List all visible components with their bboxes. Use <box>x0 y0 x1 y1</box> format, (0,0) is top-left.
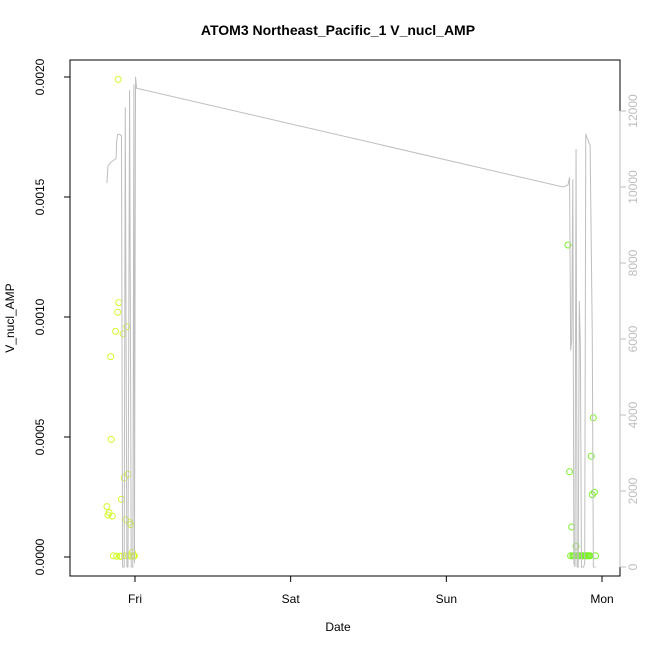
secondary-y-tick-label: 6000 <box>626 325 640 352</box>
secondary-y-tick-label: 0 <box>626 563 640 570</box>
x-tick-label: Sat <box>282 592 301 606</box>
data-point <box>112 327 120 335</box>
secondary-y-tick-label: 12000 <box>626 94 640 128</box>
y-tick-label: 0.0020 <box>33 58 47 95</box>
secondary-y-tick-label: 4000 <box>626 401 640 428</box>
secondary-y-tick-label: 2000 <box>626 477 640 504</box>
x-axis-label: Date <box>325 620 351 634</box>
x-tick-label: Sun <box>436 592 457 606</box>
data-point <box>589 414 597 422</box>
data-point <box>564 241 572 249</box>
x-tick-label: Fri <box>128 592 142 606</box>
data-point <box>114 75 122 83</box>
data-point <box>113 552 121 560</box>
data-point <box>587 452 595 460</box>
data-point <box>123 323 131 331</box>
secondary-y-axis: 0 2000 4000 6000 8000 10000 12000 <box>619 94 640 570</box>
data-point <box>109 552 117 560</box>
series-layer <box>103 75 600 568</box>
data-point <box>572 542 580 550</box>
y-tick-label: 0.0000 <box>33 538 47 575</box>
x-tick-label: Mon <box>590 592 613 606</box>
y-axis: 0.0000 0.0005 0.0010 0.0015 0.0020 <box>33 58 71 575</box>
y-tick-label: 0.0005 <box>33 418 47 455</box>
secondary-y-tick-label: 10000 <box>626 170 640 204</box>
data-point <box>108 512 116 520</box>
data-point <box>128 548 136 556</box>
data-point <box>103 503 111 511</box>
data-point <box>114 308 122 316</box>
x-axis: Fri Sat Sun Mon <box>128 575 614 606</box>
data-point <box>592 552 600 560</box>
data-point <box>107 353 115 361</box>
plot-frame <box>69 59 621 577</box>
chart-title: ATOM3 Northeast_Pacific_1 V_nucl_AMP <box>201 22 475 38</box>
data-point <box>566 468 574 476</box>
y-axis-label: V_nucl_AMP <box>3 283 17 352</box>
data-point <box>590 488 598 496</box>
data-point <box>117 495 125 503</box>
y-tick-label: 0.0015 <box>33 178 47 215</box>
data-point <box>107 435 115 443</box>
y-tick-label: 0.0010 <box>33 298 47 335</box>
secondary-series-line <box>106 76 596 568</box>
secondary-y-tick-label: 8000 <box>626 249 640 276</box>
data-point <box>588 491 596 499</box>
data-point <box>115 299 123 307</box>
